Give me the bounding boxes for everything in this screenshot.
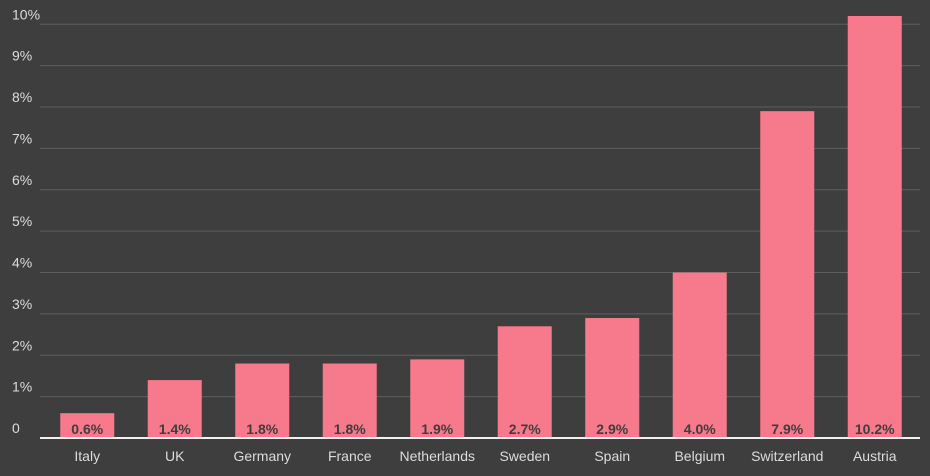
bar xyxy=(585,318,640,438)
bar xyxy=(322,363,377,438)
x-tick-label: UK xyxy=(165,448,185,464)
bar xyxy=(847,16,902,438)
x-tick-label: Austria xyxy=(853,448,897,464)
value-label: 1.8% xyxy=(246,421,278,437)
x-tick-label: France xyxy=(328,448,372,464)
value-label: 1.8% xyxy=(334,421,366,437)
value-label: 1.4% xyxy=(159,421,191,437)
value-label: 2.9% xyxy=(596,421,628,437)
bar xyxy=(497,326,552,438)
y-tick-label: 6% xyxy=(12,172,32,188)
y-tick-label: 8% xyxy=(12,89,32,105)
y-tick-label: 3% xyxy=(12,296,32,312)
x-tick-label: Spain xyxy=(594,448,630,464)
bar xyxy=(147,380,202,438)
y-tick-label: 2% xyxy=(12,337,32,353)
bar xyxy=(410,359,465,438)
bar xyxy=(760,111,815,438)
value-label: 2.7% xyxy=(509,421,541,437)
y-tick-label: 4% xyxy=(12,255,32,271)
y-tick-label: 10% xyxy=(12,6,40,22)
x-tick-label: Switzerland xyxy=(751,448,823,464)
value-label: 1.9% xyxy=(421,421,453,437)
value-label: 0.6% xyxy=(71,421,103,437)
x-tick-label: Sweden xyxy=(499,448,550,464)
value-label: 7.9% xyxy=(771,421,803,437)
bar xyxy=(235,363,290,438)
y-tick-label: 5% xyxy=(12,213,32,229)
x-tick-label: Netherlands xyxy=(400,448,476,464)
bar xyxy=(672,272,727,438)
y-tick-label: 0 xyxy=(12,420,20,436)
value-label: 10.2% xyxy=(855,421,895,437)
value-label: 4.0% xyxy=(684,421,716,437)
y-tick-label: 7% xyxy=(12,130,32,146)
y-tick-label: 9% xyxy=(12,48,32,64)
bar xyxy=(60,413,115,438)
x-tick-label: Belgium xyxy=(674,448,725,464)
x-tick-label: Italy xyxy=(74,448,100,464)
x-tick-label: Germany xyxy=(233,448,291,464)
y-tick-label: 1% xyxy=(12,379,32,395)
